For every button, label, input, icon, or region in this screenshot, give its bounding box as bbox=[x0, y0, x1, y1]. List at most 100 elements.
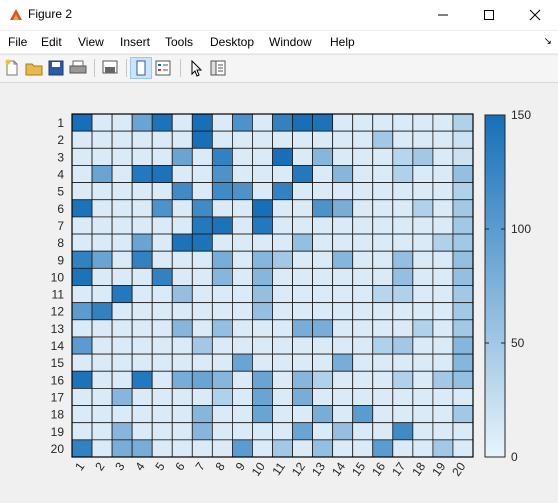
heatmap-cell bbox=[332, 182, 354, 201]
heatmap-cell bbox=[412, 147, 434, 166]
heatmap-cell bbox=[412, 370, 434, 389]
heatmap-cell bbox=[211, 302, 233, 321]
heatmap-cell bbox=[292, 422, 313, 441]
heatmap-cell bbox=[332, 370, 354, 389]
heatmap-cell bbox=[372, 199, 394, 218]
heatmap-cell bbox=[171, 199, 193, 218]
heatmap-cell bbox=[332, 405, 354, 424]
heatmap-cell bbox=[432, 439, 454, 458]
heatmap-cell bbox=[131, 387, 153, 406]
y-tick-label: 17 bbox=[51, 390, 65, 404]
heatmap-cell bbox=[91, 233, 113, 252]
heatmap-cell bbox=[372, 216, 394, 235]
save-icon[interactable] bbox=[46, 58, 66, 78]
edit-plot-arrow-icon[interactable] bbox=[186, 58, 206, 78]
heatmap-cell bbox=[191, 113, 213, 132]
heatmap-cell bbox=[272, 405, 293, 424]
colorbar bbox=[484, 114, 506, 458]
menu-edit[interactable]: Edit bbox=[41, 35, 62, 49]
heatmap-cell bbox=[352, 267, 374, 286]
insert-legend-icon[interactable] bbox=[153, 58, 173, 78]
heatmap-cell bbox=[131, 182, 153, 201]
heatmap-cell bbox=[171, 439, 193, 458]
property-inspector-icon[interactable] bbox=[208, 58, 228, 78]
heatmap-cell bbox=[432, 319, 454, 338]
heatmap-cell bbox=[312, 182, 334, 201]
dock-figure-icon[interactable] bbox=[130, 57, 152, 79]
heatmap-cell bbox=[71, 182, 93, 201]
heatmap-cell bbox=[171, 319, 193, 338]
heatmap-cell bbox=[392, 199, 414, 218]
heatmap-cell bbox=[432, 250, 454, 269]
new-figure-icon[interactable] bbox=[2, 58, 22, 78]
menu-window[interactable]: Window bbox=[269, 35, 312, 49]
heatmap-cell bbox=[131, 113, 153, 132]
heatmap-cell bbox=[412, 165, 434, 183]
heatmap-cell bbox=[71, 285, 93, 304]
heatmap-cell bbox=[151, 370, 173, 389]
heatmap-cell bbox=[332, 353, 354, 372]
heatmap-cell bbox=[151, 113, 173, 132]
colorbar-tick-label: 150 bbox=[511, 108, 531, 122]
x-tick-label: 8 bbox=[213, 459, 228, 473]
heatmap-cell bbox=[131, 250, 153, 269]
heatmap-cell bbox=[91, 182, 113, 201]
print-preview-icon[interactable] bbox=[100, 58, 120, 78]
heatmap-cell bbox=[352, 422, 374, 441]
heatmap-cell bbox=[131, 302, 153, 321]
close-button[interactable] bbox=[512, 0, 558, 30]
menu-help[interactable]: Help bbox=[330, 35, 355, 49]
menu-desktop[interactable]: Desktop bbox=[210, 35, 255, 49]
heatmap-cell bbox=[272, 147, 293, 166]
heatmap-cell bbox=[452, 267, 474, 286]
plot-border bbox=[71, 113, 474, 458]
heatmap-cell bbox=[71, 216, 93, 235]
heatmap-cell bbox=[432, 165, 454, 183]
heatmap-cell bbox=[452, 422, 474, 441]
heatmap-cell bbox=[392, 319, 414, 338]
menu-view[interactable]: View bbox=[78, 35, 104, 49]
maximize-button[interactable] bbox=[466, 0, 512, 30]
heatmap-cell bbox=[392, 370, 414, 389]
heatmap-cell bbox=[272, 370, 293, 389]
heatmap-cell bbox=[71, 405, 93, 424]
y-tick-label: 15 bbox=[51, 356, 65, 370]
heatmap-cell bbox=[292, 182, 313, 201]
heatmap-cell bbox=[372, 302, 394, 321]
x-tick-label: 3 bbox=[112, 459, 127, 473]
heatmap-cell bbox=[111, 182, 133, 201]
heatmap-cell bbox=[352, 130, 374, 149]
heatmap-cell bbox=[211, 147, 233, 166]
heatmap-cell bbox=[252, 165, 273, 183]
heatmap-cell bbox=[452, 336, 474, 355]
menu-insert[interactable]: Insert bbox=[120, 35, 151, 49]
heatmap-cell bbox=[191, 147, 213, 166]
heatmap-cell bbox=[231, 147, 253, 166]
x-tick-label: 15 bbox=[349, 459, 368, 478]
heatmap-cell bbox=[272, 336, 293, 355]
heatmap-cell bbox=[151, 233, 173, 252]
heatmap-cell bbox=[71, 113, 93, 132]
heatmap-cell bbox=[292, 387, 313, 406]
heatmap-cell bbox=[91, 216, 113, 235]
print-icon[interactable] bbox=[68, 58, 88, 78]
heatmap-cell bbox=[91, 165, 113, 183]
heatmap-cell bbox=[131, 285, 153, 304]
heatmap-cell bbox=[272, 353, 293, 372]
heatmap-cell bbox=[111, 370, 133, 389]
heatmap-cell bbox=[452, 113, 474, 132]
heatmap-cell bbox=[352, 353, 374, 372]
heatmap-cell bbox=[452, 285, 474, 304]
heatmap-cell bbox=[332, 250, 354, 269]
heatmap-cell bbox=[91, 370, 113, 389]
menu-tools[interactable]: Tools bbox=[165, 35, 194, 49]
heatmap-cell bbox=[332, 199, 354, 218]
heatmap-cell bbox=[111, 285, 133, 304]
minimize-button[interactable] bbox=[420, 0, 466, 30]
open-file-icon[interactable] bbox=[24, 58, 44, 78]
menu-file[interactable]: File bbox=[8, 35, 28, 49]
dock-arrow-icon[interactable]: ↘ bbox=[543, 36, 552, 47]
heatmap-cell bbox=[171, 405, 193, 424]
heatmap-cell bbox=[292, 319, 313, 338]
y-tick-label: 16 bbox=[51, 373, 65, 387]
